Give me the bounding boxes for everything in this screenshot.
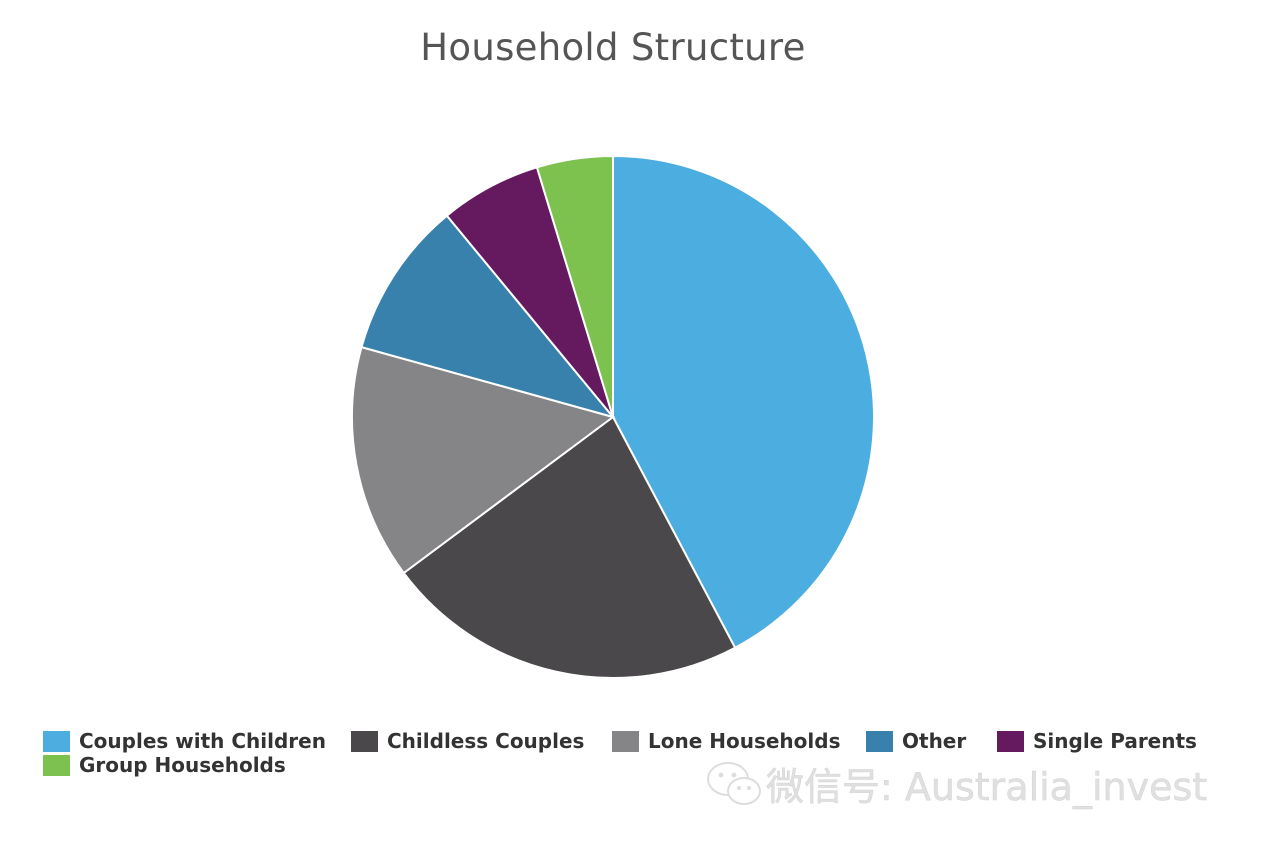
- legend-swatch: [612, 730, 639, 752]
- legend-label: Other: [902, 729, 967, 753]
- legend-label: Couples with Children: [79, 729, 326, 753]
- legend-swatch: [866, 730, 893, 752]
- chart-title: Household Structure: [420, 26, 806, 69]
- pie-slice-other: [360, 214, 616, 419]
- pie-slice-lone-households: [351, 345, 616, 575]
- legend-item: Couples with Children: [43, 729, 326, 753]
- wechat-icon: [707, 761, 761, 805]
- legend-label: Single Parents: [1033, 729, 1197, 753]
- pie-slice-couples-with-children: [612, 154, 875, 650]
- legend-label: Lone Households: [648, 729, 841, 753]
- watermark-text: 微信号: Australia_invest: [766, 765, 1208, 810]
- legend-item: Lone Households: [612, 729, 841, 753]
- pie-slice-childless-couples: [402, 415, 737, 679]
- legend-label: Group Households: [79, 753, 286, 777]
- watermark: 微信号: Australia_invest: [704, 756, 1207, 811]
- legend-swatch: [351, 730, 378, 752]
- legend-item: Single Parents: [997, 729, 1197, 753]
- pie-slice-group-households: [535, 154, 614, 418]
- legend-item: Group Households: [43, 753, 286, 777]
- legend-label: Childless Couples: [387, 729, 585, 753]
- legend-swatch: [43, 730, 70, 752]
- legend-item: Other: [866, 729, 966, 753]
- legend-item: Childless Couples: [351, 729, 584, 753]
- legend-swatch: [43, 754, 70, 776]
- legend-swatch: [997, 730, 1024, 752]
